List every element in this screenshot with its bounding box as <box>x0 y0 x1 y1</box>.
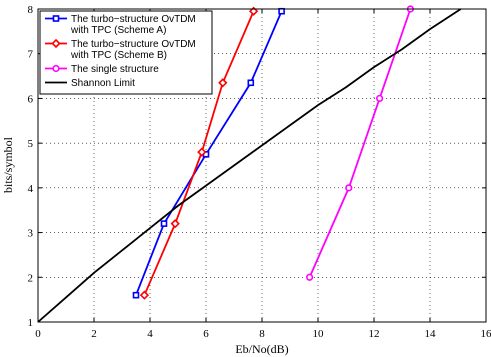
y-tick-label: 3 <box>28 228 34 240</box>
plot-frame <box>37 8 487 323</box>
legend-label-1: The turbo−structure OvTDM <box>71 14 196 25</box>
data-point-series-1 <box>247 79 255 87</box>
data-point-series-3 <box>376 94 384 103</box>
y-tick-label: 8 <box>28 4 34 16</box>
y-tick-label: 7 <box>28 49 34 61</box>
x-tick-label: 16 <box>481 328 491 340</box>
x-tick-label: 14 <box>425 328 437 340</box>
x-tick-label: 12 <box>369 328 380 340</box>
x-tick-label: 2 <box>91 328 97 340</box>
legend-label-3: The single structure <box>71 64 159 75</box>
data-point-series-2 <box>248 6 259 16</box>
y-tick-label: 6 <box>28 93 34 105</box>
legend-label-1: with TPC (Scheme A) <box>70 25 166 36</box>
legend-marker-2 <box>51 38 61 49</box>
legend-label-2: with TPC (Scheme B) <box>70 50 167 61</box>
y-tick-label: 1 <box>28 317 34 329</box>
series-line-4 <box>37 8 462 323</box>
y-tick-label: 2 <box>28 272 34 284</box>
x-tick-label: 4 <box>147 328 153 340</box>
data-point-series-3 <box>345 184 353 192</box>
y-tick-label: 4 <box>28 183 34 195</box>
x-tick-label: 8 <box>259 328 265 340</box>
legend-marker-3 <box>52 64 60 73</box>
data-point-series-1 <box>132 291 140 299</box>
data-point-series-2 <box>197 147 207 157</box>
data-point-series-2 <box>170 218 180 229</box>
legend-label-4: Shannon Limit <box>71 78 135 89</box>
x-tick-label: 0 <box>35 328 41 340</box>
x-tick-label: 6 <box>203 328 209 340</box>
legend-marker-1 <box>52 15 60 22</box>
series-group <box>37 5 462 323</box>
y-tick-label: 5 <box>28 138 34 150</box>
legend-label-2: The turbo−structure OvTDM <box>71 39 196 50</box>
data-point-series-2 <box>139 290 150 300</box>
x-axis-label: Eb/No(dB) <box>235 342 288 356</box>
data-point-series-3 <box>306 273 314 281</box>
data-point-series-2 <box>218 78 228 88</box>
legend-box <box>39 10 213 95</box>
x-tick-label: 10 <box>313 328 325 340</box>
data-point-series-1 <box>160 220 168 227</box>
y-axis-label: bits/symbol <box>1 136 15 193</box>
